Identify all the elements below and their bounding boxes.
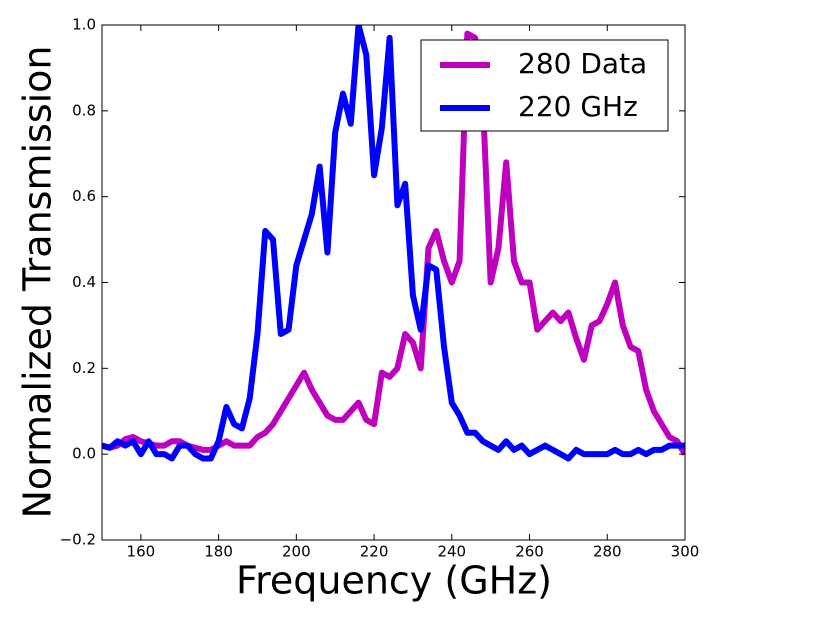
y-tick-label: 0.6 (72, 187, 96, 205)
x-tick-label: 180 (204, 543, 233, 561)
y-tick-label: 0.4 (72, 273, 96, 291)
x-tick-label: 300 (671, 543, 700, 561)
x-tick-label: 240 (437, 543, 466, 561)
x-tick-label: 260 (515, 543, 544, 561)
legend-box (420, 39, 669, 132)
x-tick-label: 220 (360, 543, 389, 561)
y-tick-label: 0.2 (72, 359, 96, 377)
legend-label: 280 Data (518, 47, 647, 80)
y-tick-label: 0.8 (72, 101, 96, 119)
x-tick-label: 160 (127, 543, 156, 561)
x-tick-label: 200 (282, 543, 311, 561)
y-tick-label: −0.2 (60, 531, 96, 549)
y-tick-label: 0.0 (72, 445, 96, 463)
x-axis-label: Frequency (GHz) (236, 559, 552, 603)
data-line (102, 25, 685, 462)
y-tick-label: 1.0 (72, 16, 96, 34)
x-tick-label: 280 (593, 543, 622, 561)
y-axis-label: Normalized Transmission (16, 45, 60, 518)
data-line (102, 30, 685, 456)
legend-label: 220 GHz (518, 90, 638, 123)
